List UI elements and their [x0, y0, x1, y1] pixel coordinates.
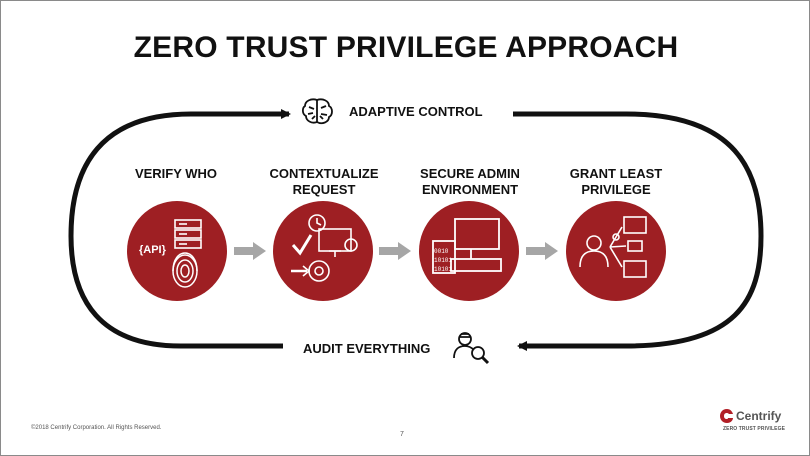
step-grant-least-privilege-circle — [566, 201, 666, 301]
connector-arrow-1 — [234, 242, 266, 260]
loop-top-left-arrow — [68, 109, 291, 237]
document-icon — [623, 260, 647, 278]
fingerprint-icon — [172, 252, 198, 288]
step-label-line1: VERIFY WHO — [134, 166, 218, 181]
slide-title: ZERO TRUST PRIVILEGE APPROACH — [133, 31, 679, 64]
step-label-line2: ENVIRONMENT — [421, 182, 519, 197]
server-stack-icon — [174, 219, 202, 249]
page-number: 7 — [400, 431, 404, 438]
context-request-icon — [291, 214, 358, 282]
key-icon — [612, 233, 620, 241]
step-contextualize-circle — [273, 201, 373, 301]
secure-admin-icon: 0010 10101 10101 — [432, 218, 502, 274]
binary-line-3: 10101 — [434, 266, 452, 273]
audit-everything-label: AUDIT EVERYTHING — [303, 341, 431, 356]
step-verify-who-circle: {API} — [127, 201, 227, 301]
user-icon — [586, 235, 602, 251]
step-label-line1: SECURE ADMIN — [420, 166, 520, 181]
admin-monitor-icon — [454, 218, 500, 250]
audit-person-magnifier-icon — [453, 332, 490, 365]
keyboard-icon — [450, 258, 502, 272]
logo-tagline: ZERO TRUST PRIVILEGE — [723, 426, 786, 432]
centrify-logo: Centrify ZERO TRUST PRIVILEGE — [719, 406, 799, 436]
checkmark-icon — [291, 234, 313, 256]
clock-icon — [308, 214, 326, 232]
step-verify-who-label: VERIFY WHO — [111, 166, 241, 182]
step-grant-least-privilege-label: GRANT LEAST PRIVILEGE — [546, 166, 686, 198]
binary-line-1: 0010 — [434, 248, 449, 255]
window-icon — [623, 216, 647, 234]
api-fingerprint-icon: {API} — [139, 219, 202, 288]
step-label-line1: CONTEXTUALIZE — [269, 166, 379, 181]
connector-arrow-3 — [526, 242, 558, 260]
step-label-line2: REQUEST — [292, 182, 356, 197]
loop-bottom-left-path — [68, 235, 283, 349]
copyright-footer: ©2018 Centrify Corporation. All Rights R… — [31, 425, 162, 431]
connector-arrows — [234, 242, 558, 260]
step-label-line1: GRANT LEAST — [569, 166, 663, 181]
api-text: {API} — [139, 244, 167, 256]
loop-right-path — [513, 111, 764, 351]
binary-line-2: 10101 — [434, 257, 452, 264]
step-secure-admin-label: SECURE ADMIN ENVIRONMENT — [400, 166, 540, 198]
binary-document-icon — [432, 240, 456, 274]
location-pin-icon — [344, 238, 358, 252]
adaptive-control-label: ADAPTIVE CONTROL — [349, 104, 483, 119]
step-label-line2: PRIVILEGE — [581, 182, 651, 197]
folder-icon — [627, 240, 643, 252]
least-privilege-icon — [579, 216, 647, 278]
step-contextualize-request-label: CONTEXTUALIZE REQUEST — [254, 166, 394, 198]
centrify-logo-icon — [720, 409, 733, 423]
gear-icon — [308, 260, 330, 282]
logo-wordmark: Centrify — [736, 409, 782, 423]
brain-icon — [301, 98, 333, 125]
step-secure-admin-circle: 0010 10101 10101 — [419, 201, 519, 301]
connector-arrow-2 — [379, 242, 411, 260]
